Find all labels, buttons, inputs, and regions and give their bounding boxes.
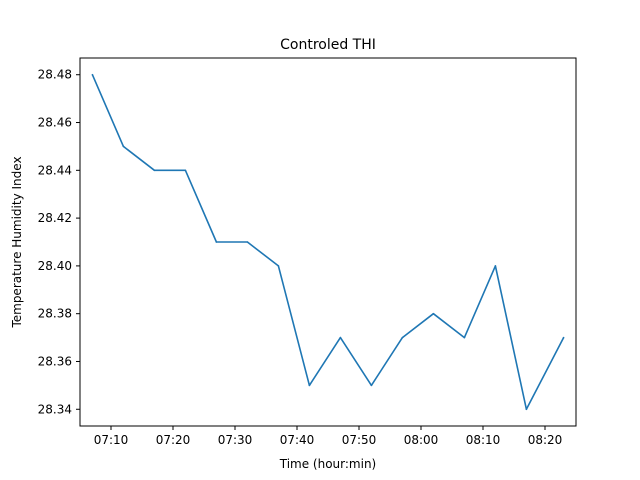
data-point [463,336,466,339]
y-axis-label: Temperature Humidity Index [10,156,24,328]
y-tick-label: 28.38 [38,307,72,321]
y-tick-label: 28.48 [38,68,72,82]
plot-frame [79,57,577,427]
data-point [277,265,280,267]
x-tick-label: 08:20 [528,433,563,447]
x-tick-label: 07:20 [156,433,191,447]
data-point [153,169,156,172]
y-tick-label: 28.42 [38,211,72,225]
data-point [91,73,94,76]
x-tick-label: 08:00 [404,433,439,447]
data-point [562,336,565,339]
data-point [122,145,125,148]
y-tick-label: 28.44 [38,163,72,177]
x-tick-label: 08:10 [466,433,501,447]
plot-area: 07:10 07:20 07:30 07:40 07:50 08:00 08:10 08:20… [38,68,565,447]
y-tick-label: 28.36 [38,354,72,368]
y-tick-label: 28.46 [38,116,72,130]
data-point [246,241,249,243]
data-point [339,336,342,339]
x-tick-label: 07:10 [94,433,129,447]
data-point [432,312,435,315]
x-tick-label: 07:50 [342,433,377,447]
data-point [184,169,187,172]
data-point [370,384,373,387]
x-tick-label: 07:40 [280,433,315,447]
y-tick-label: 28.34 [38,402,72,416]
series-line [91,74,565,411]
chart-title: Controled THI [280,37,376,53]
data-point [215,241,218,243]
x-axis-label: Time (hour:min) [279,457,377,471]
data-point [308,384,311,387]
data-point [494,265,497,267]
data-point [401,336,404,339]
x-tick-label: 07:30 [218,433,253,447]
y-tick-label: 28.40 [38,259,72,273]
data-point [525,408,528,411]
